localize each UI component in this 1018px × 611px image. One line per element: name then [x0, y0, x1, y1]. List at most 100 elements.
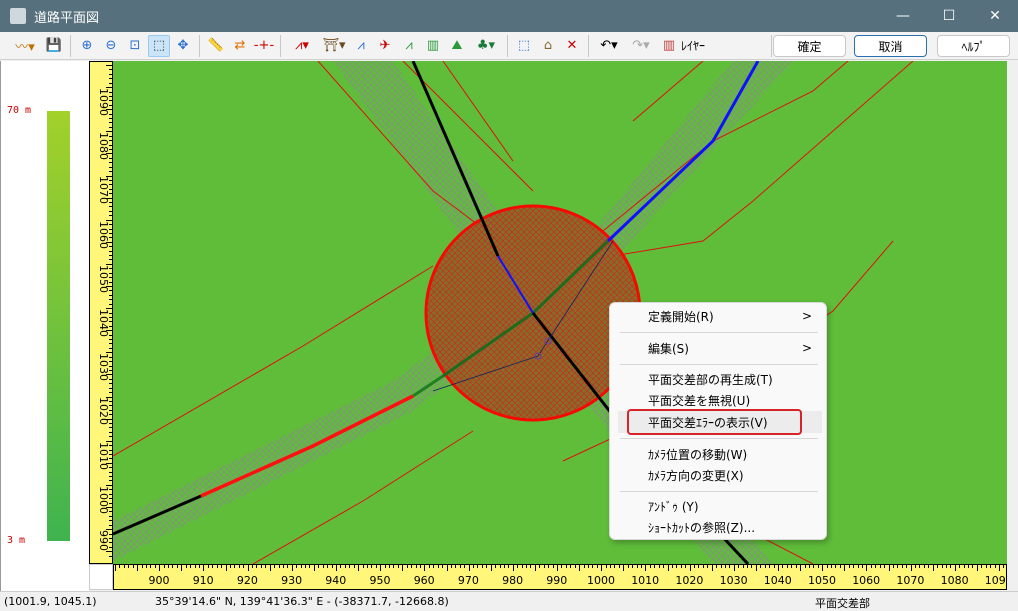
menu-separator [620, 438, 818, 439]
zoom-fit-icon[interactable]: ⊡ [129, 38, 141, 53]
vruler-tick [106, 374, 112, 376]
line-a-icon[interactable]: ⩘ [357, 38, 365, 53]
hruler-tick [393, 565, 395, 568]
vruler-tick [109, 378, 112, 380]
hruler-tick [238, 565, 240, 568]
line-b-icon[interactable]: ✈ [379, 38, 391, 53]
building-icon[interactable]: ▥ [426, 38, 440, 53]
highlight-annotation-box [627, 409, 802, 435]
line-c-icon[interactable]: ⩘ [405, 38, 413, 53]
hruler-tick [331, 565, 333, 568]
edit-point-icon[interactable]: ✕ [566, 38, 578, 53]
vruler-tick [109, 467, 112, 469]
split-line-icon[interactable]: -+- [253, 38, 275, 53]
polyline-icon[interactable]: ⩘▾ [295, 38, 309, 53]
hruler-tick [212, 565, 214, 568]
vruler-tick [109, 537, 112, 539]
vruler-tick [109, 343, 112, 345]
hruler-tick [848, 565, 850, 568]
hruler-tick [640, 565, 642, 568]
vruler-tick [109, 224, 112, 226]
vruler-tick [106, 65, 112, 66]
hruler-tick [875, 565, 877, 568]
hruler-tick [282, 565, 284, 568]
vruler-tick [109, 471, 112, 473]
trees-icon[interactable]: ♣▾ [476, 38, 496, 53]
menu-item-ignore[interactable]: 平面交差を無視(U) [610, 389, 826, 411]
close-button[interactable]: ✕ [989, 8, 1001, 24]
layers-icon[interactable]: ▥ [662, 38, 676, 53]
hruler-tick [685, 565, 687, 568]
vruler-tick [109, 250, 112, 252]
menu-item-show-errors[interactable]: 平面交差ｴﾗｰの表示(V) [618, 411, 822, 433]
horizontal-ruler[interactable]: 900 910 920 930 940 950 960 970 980 990 1000 1010 10… [113, 564, 1007, 590]
maximize-button[interactable]: ☐ [942, 8, 956, 24]
hruler-tick [831, 565, 833, 568]
layers-label[interactable]: ﾚｲﾔｰ [681, 39, 706, 53]
hruler-tick [150, 565, 152, 568]
vruler-tick [106, 440, 112, 442]
hruler-tick [185, 565, 187, 568]
measure-icon[interactable]: 📏 [207, 38, 225, 53]
hruler-tick-label: 1080 [940, 574, 969, 587]
hruler-tick [601, 565, 603, 571]
pan-icon[interactable]: ✥ [177, 38, 189, 53]
vruler-tick [109, 215, 112, 217]
zoom-out-icon[interactable]: ⊖ [105, 38, 117, 53]
hruler-tick [229, 565, 231, 568]
zoom-in-icon[interactable]: ⊕ [81, 38, 93, 53]
hruler-tick [203, 565, 205, 571]
hruler-tick [711, 565, 713, 571]
help-button[interactable]: ﾍﾙﾌﾟ [937, 35, 1010, 57]
confirm-button[interactable]: 確定 [773, 35, 846, 57]
terrain-icon[interactable]: ⛰ [451, 38, 463, 53]
vruler-tick [109, 542, 112, 544]
hruler-tick [879, 565, 881, 568]
hruler-tick [415, 565, 417, 568]
vruler-tick [109, 303, 112, 305]
map-canvas[interactable] [113, 61, 1007, 564]
toolbar-separator [70, 34, 71, 57]
hruler-tick [446, 565, 448, 571]
terrain-profile-icon[interactable]: 〰▾ [15, 40, 35, 55]
menu-item-label: ｶﾒﾗ位置の移動(W) [648, 447, 748, 462]
hruler-tick [473, 565, 475, 568]
minimize-button[interactable]: — [896, 8, 910, 24]
save-icon[interactable]: 💾 [45, 38, 63, 53]
hruler-tick [145, 565, 147, 568]
hruler-tick [906, 565, 908, 568]
hruler-tick [667, 565, 669, 571]
road-plan-map[interactable] [113, 61, 1007, 564]
undo-icon[interactable]: ↶▾ [600, 38, 618, 53]
menu-item-camera-direction[interactable]: ｶﾒﾗ方向の変更(X) [610, 464, 826, 486]
zoom-window-icon[interactable]: ⬚ [148, 34, 170, 57]
vruler-tick [109, 179, 112, 181]
title-bar: 道路平面図 — ☐ ✕ [0, 0, 1018, 32]
swap-icon[interactable]: ⇄ [234, 38, 246, 53]
menu-item-undo[interactable]: ｱﾝﾄﾞｩ (Y) [610, 495, 826, 517]
hruler-tick [176, 565, 178, 568]
hruler-tick [676, 565, 678, 568]
menu-item-regenerate[interactable]: 平面交差部の再生成(T) [610, 368, 826, 390]
hruler-tick [632, 565, 634, 568]
select-rect-icon[interactable]: ⬚ [517, 38, 531, 53]
vertical-ruler[interactable]: 1090 1080 1070 1060 1050 1040 1030 1020 1010 1000… [89, 61, 113, 564]
redo-icon[interactable]: ↷▾ [632, 38, 650, 53]
hruler-tick [729, 565, 731, 568]
add-building-icon[interactable]: ⌂ [543, 38, 553, 53]
hruler-tick [747, 565, 749, 568]
cancel-button[interactable]: 取消 [854, 35, 927, 57]
hruler-tick [610, 565, 612, 568]
hruler-tick [959, 565, 961, 568]
menu-item-define-start[interactable]: 定義開始(R) > [610, 305, 826, 327]
hruler-tick [915, 565, 917, 568]
hruler-tick [990, 565, 992, 568]
railway-icon[interactable]: ⛩▾ [322, 38, 346, 53]
menu-item-edit[interactable]: 編集(S) > [610, 337, 826, 359]
menu-item-camera-move[interactable]: ｶﾒﾗ位置の移動(W) [610, 443, 826, 465]
menu-item-shortcuts[interactable]: ｼｮｰﾄｶｯﾄの参照(Z)... [610, 516, 826, 538]
vruler-tick [109, 118, 112, 120]
window-title: 道路平面図 [34, 10, 100, 26]
toolbar-separator [771, 35, 772, 57]
hruler-tick [954, 565, 956, 571]
